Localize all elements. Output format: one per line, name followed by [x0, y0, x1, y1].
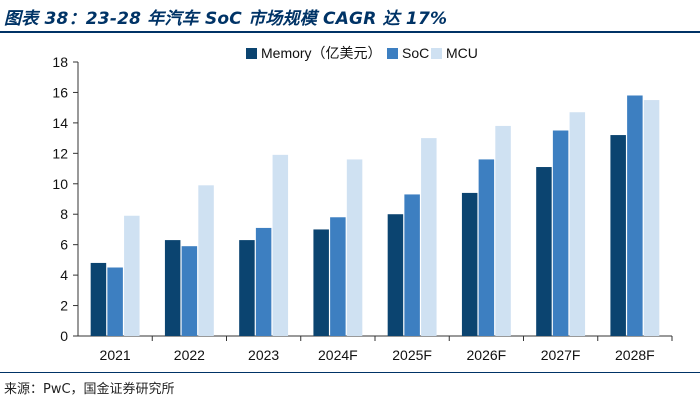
- bar-soc-2021: [107, 267, 123, 336]
- bar-mcu-2027f: [569, 112, 586, 336]
- bar-mcu-2028f: [643, 100, 660, 336]
- bar-mcu-2023: [272, 154, 289, 336]
- bar-memory-2028f: [610, 135, 626, 336]
- x-tick-label: 2026F: [467, 347, 507, 363]
- legend-swatch: [387, 48, 398, 59]
- y-tick-label: 14: [52, 115, 68, 131]
- bar-mcu-2024f: [346, 159, 363, 336]
- bar-soc-2027f: [552, 130, 569, 336]
- y-tick-label: 18: [52, 54, 68, 70]
- bar-mcu-2026f: [495, 125, 511, 336]
- title-divider: [0, 31, 700, 33]
- y-tick-label: 12: [52, 145, 68, 161]
- y-tick-label: 16: [52, 84, 68, 100]
- bar-soc-2022: [181, 246, 198, 336]
- bar-soc-2024f: [330, 217, 346, 336]
- legend-label: MCU: [446, 45, 478, 61]
- y-tick-label: 0: [60, 328, 68, 344]
- legend-label: SoC: [402, 45, 429, 61]
- y-tick-label: 2: [60, 298, 68, 314]
- legend-swatch: [431, 48, 442, 59]
- bar-soc-2025f: [404, 194, 420, 336]
- bar-memory-2027f: [536, 167, 552, 336]
- legend-swatch: [246, 48, 257, 59]
- bar-memory-2024f: [313, 229, 329, 336]
- legend-label: Memory（亿美元）: [261, 45, 382, 61]
- bar-memory-2022: [164, 240, 181, 336]
- chart-title: 图表 38：23-28 年汽车 SoC 市场规模 CAGR 达 17%: [4, 9, 448, 29]
- x-tick-label: 2028F: [615, 347, 655, 363]
- bar-mcu-2025f: [421, 138, 437, 336]
- x-tick-label: 2024F: [318, 347, 358, 363]
- footer-divider: [0, 372, 700, 373]
- chart-area: 0 2 4 6 8 10 12 14 16 18 2021 2022 2023 2024F 2025F 202…: [0, 36, 700, 370]
- x-tick-label: 2025F: [392, 347, 432, 363]
- bar-memory-2026f: [461, 192, 478, 336]
- bar-memory-2021: [90, 262, 107, 336]
- bar-mcu-2022: [198, 185, 214, 336]
- y-tick-label: 10: [52, 176, 68, 192]
- bar-soc-2028f: [627, 95, 643, 336]
- bar-memory-2025f: [387, 214, 404, 336]
- y-tick-label: 8: [60, 206, 68, 222]
- bar-soc-2023: [255, 227, 272, 336]
- x-tick-label: 2022: [174, 347, 205, 363]
- x-tick-label: 2027F: [541, 347, 581, 363]
- bar-mcu-2021: [124, 215, 140, 336]
- bar-memory-2023: [239, 240, 255, 336]
- bar-soc-2026f: [478, 159, 495, 336]
- bar-chart: 0 2 4 6 8 10 12 14 16 18 2021 2022 2023 2024F 2025F 202…: [52, 45, 673, 363]
- x-tick-label: 2023: [248, 347, 279, 363]
- y-tick-label: 4: [60, 267, 68, 283]
- x-tick-label: 2021: [100, 347, 131, 363]
- y-tick-label: 6: [60, 237, 68, 253]
- source-note: 来源：PwC，国金证券研究所: [4, 382, 175, 397]
